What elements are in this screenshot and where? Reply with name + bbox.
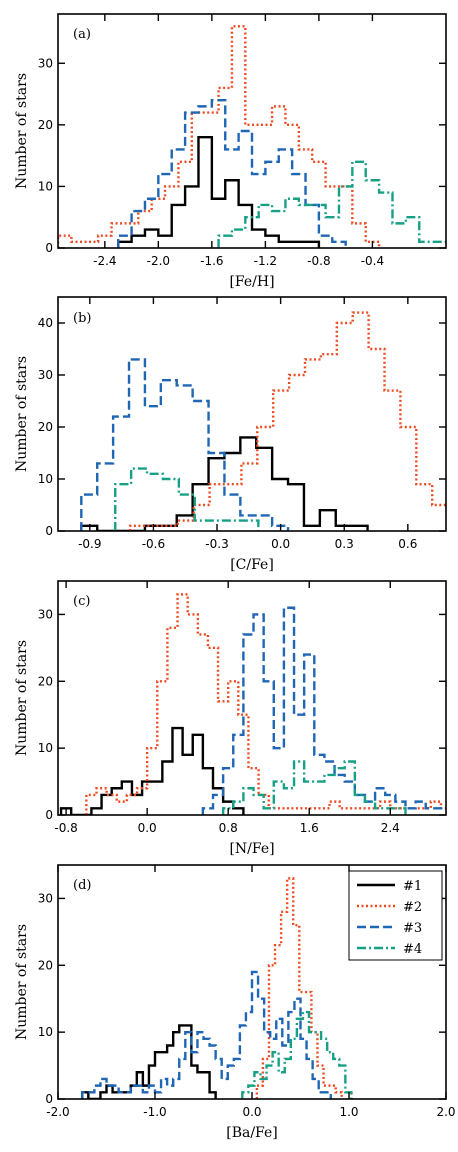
ticks-d: -2.0 -1.0 0.0 1.0 2.0 0 10 20 30 bbox=[38, 865, 456, 1119]
ticks-b: -0.9 -0.6 -0.3 0.0 0.3 0.6 0 10 20 30 40 bbox=[38, 297, 446, 551]
y-tick-label: 40 bbox=[38, 316, 53, 330]
x-tick-label: -2.0 bbox=[46, 1105, 69, 1119]
histogram-series-1 bbox=[59, 726, 245, 815]
legend-entry: #2 bbox=[357, 900, 422, 915]
y-axis-label-d: Number of stars bbox=[14, 924, 30, 1040]
x-tick-label: 0.0 bbox=[271, 537, 290, 551]
plot-frame-a bbox=[57, 13, 447, 249]
x-tick-label: 0.3 bbox=[335, 537, 354, 551]
panel-label-d: (d) bbox=[73, 878, 91, 893]
y-tick-label: 20 bbox=[38, 674, 53, 688]
histogram-bars-a bbox=[58, 25, 446, 248]
x-axis-label-d: [Ba/Fe] bbox=[226, 1125, 278, 1141]
legend-label-2: #2 bbox=[403, 900, 422, 915]
x-tick-label: 0.8 bbox=[219, 821, 238, 835]
x-tick-label: -0.8 bbox=[307, 254, 330, 268]
y-tick-label: 0 bbox=[45, 808, 53, 822]
x-tick-label: -2.0 bbox=[147, 254, 170, 268]
y-tick-label: 30 bbox=[38, 607, 53, 621]
y-tick-label: 30 bbox=[38, 891, 53, 905]
ticks-c: -0.8 0.0 0.8 1.6 2.4 0 10 20 30 bbox=[38, 581, 446, 835]
x-tick-label: 2.4 bbox=[381, 821, 400, 835]
legend-label-3: #3 bbox=[403, 921, 422, 936]
y-tick-label: 10 bbox=[38, 472, 53, 486]
y-tick-label: 10 bbox=[38, 741, 53, 755]
x-tick-label: -1.2 bbox=[254, 254, 277, 268]
y-axis-label-c: Number of stars bbox=[14, 640, 30, 756]
histogram-series-4 bbox=[221, 760, 407, 815]
legend: #1 #2 #3 #4 bbox=[348, 870, 443, 961]
x-tick-label: -0.8 bbox=[54, 821, 77, 835]
legend-entry: #3 bbox=[357, 921, 422, 936]
x-tick-label: -0.9 bbox=[78, 537, 101, 551]
plot-frame-b bbox=[57, 296, 447, 532]
histogram-series-4 bbox=[114, 467, 260, 531]
y-axis-label-a: Number of stars bbox=[14, 73, 30, 189]
y-tick-label: 30 bbox=[38, 368, 53, 382]
histogram-series-3 bbox=[117, 99, 347, 248]
x-axis-label-a: [Fe/H] bbox=[229, 274, 274, 290]
panel-label-a: (a) bbox=[73, 27, 91, 42]
panel-label-b: (b) bbox=[73, 311, 91, 326]
legend-label-4: #4 bbox=[403, 942, 422, 957]
x-tick-label: 2.0 bbox=[436, 1105, 455, 1119]
histogram-bars-b bbox=[80, 311, 446, 531]
histogram-series-2 bbox=[255, 877, 343, 1099]
x-tick-label: -1.6 bbox=[200, 254, 223, 268]
x-tick-label: 0.6 bbox=[398, 537, 417, 551]
histogram-series-1 bbox=[81, 1024, 217, 1099]
y-tick-label: 0 bbox=[45, 1092, 53, 1106]
x-tick-label: 0.0 bbox=[242, 1105, 261, 1119]
x-tick-label: 0.0 bbox=[138, 821, 157, 835]
histogram-series-4 bbox=[217, 160, 446, 248]
panel-a: -2.4 -2.0 -1.6 -1.2 -0.8 -0.4 0 10 20 30 (a) [Fe/… bbox=[14, 13, 447, 290]
y-tick-label: 10 bbox=[38, 1025, 53, 1039]
x-tick-label: 1.0 bbox=[339, 1105, 358, 1119]
panel-b: -0.9 -0.6 -0.3 0.0 0.3 0.6 0 10 20 30 40 (b) [C/Fe… bbox=[14, 296, 447, 573]
histogram-bars-c bbox=[59, 593, 446, 815]
histogram-series-1 bbox=[117, 135, 321, 248]
histogram-series-3 bbox=[201, 606, 446, 815]
y-tick-label: 20 bbox=[38, 420, 53, 434]
legend-entry: #1 bbox=[357, 879, 422, 894]
panel-d: -2.0 -1.0 0.0 1.0 2.0 0 10 20 30 (d) [Ba/Fe] Num… bbox=[14, 864, 456, 1141]
y-tick-label: 10 bbox=[38, 179, 53, 193]
y-tick-label: 20 bbox=[38, 118, 53, 132]
x-axis-label-b: [C/Fe] bbox=[230, 557, 274, 573]
x-tick-label: 1.6 bbox=[300, 821, 319, 835]
legend-entry: #4 bbox=[357, 942, 422, 957]
x-tick-label: -0.3 bbox=[205, 537, 228, 551]
histogram-series-4 bbox=[241, 1010, 353, 1099]
x-axis-label-c: [N/Fe] bbox=[229, 841, 274, 857]
y-tick-label: 0 bbox=[45, 241, 53, 255]
y-tick-label: 30 bbox=[38, 56, 53, 70]
plot-frame-c bbox=[57, 580, 447, 816]
histogram-series-3 bbox=[80, 358, 290, 531]
panel-c: -0.8 0.0 0.8 1.6 2.4 0 10 20 30 (c) [N/Fe] Numbe… bbox=[14, 580, 447, 857]
ticks-a: -2.4 -2.0 -1.6 -1.2 -0.8 -0.4 0 10 20 30 bbox=[38, 14, 446, 268]
x-tick-label: -0.4 bbox=[361, 254, 384, 268]
x-tick-label: -0.6 bbox=[142, 537, 165, 551]
y-tick-label: 20 bbox=[38, 958, 53, 972]
legend-label-1: #1 bbox=[403, 879, 422, 894]
histogram-series-2 bbox=[85, 593, 446, 815]
histogram-series-3 bbox=[81, 970, 333, 1099]
histogram-bars-d bbox=[81, 877, 353, 1099]
x-tick-label: -1.0 bbox=[143, 1105, 166, 1119]
panel-label-c: (c) bbox=[73, 594, 90, 609]
y-tick-label: 0 bbox=[45, 524, 53, 538]
histogram-series-1 bbox=[80, 436, 369, 531]
histogram-series-2 bbox=[58, 25, 381, 248]
y-axis-label-b: Number of stars bbox=[14, 356, 30, 472]
x-tick-label: -2.4 bbox=[93, 254, 116, 268]
histogram-series-2 bbox=[128, 311, 446, 531]
